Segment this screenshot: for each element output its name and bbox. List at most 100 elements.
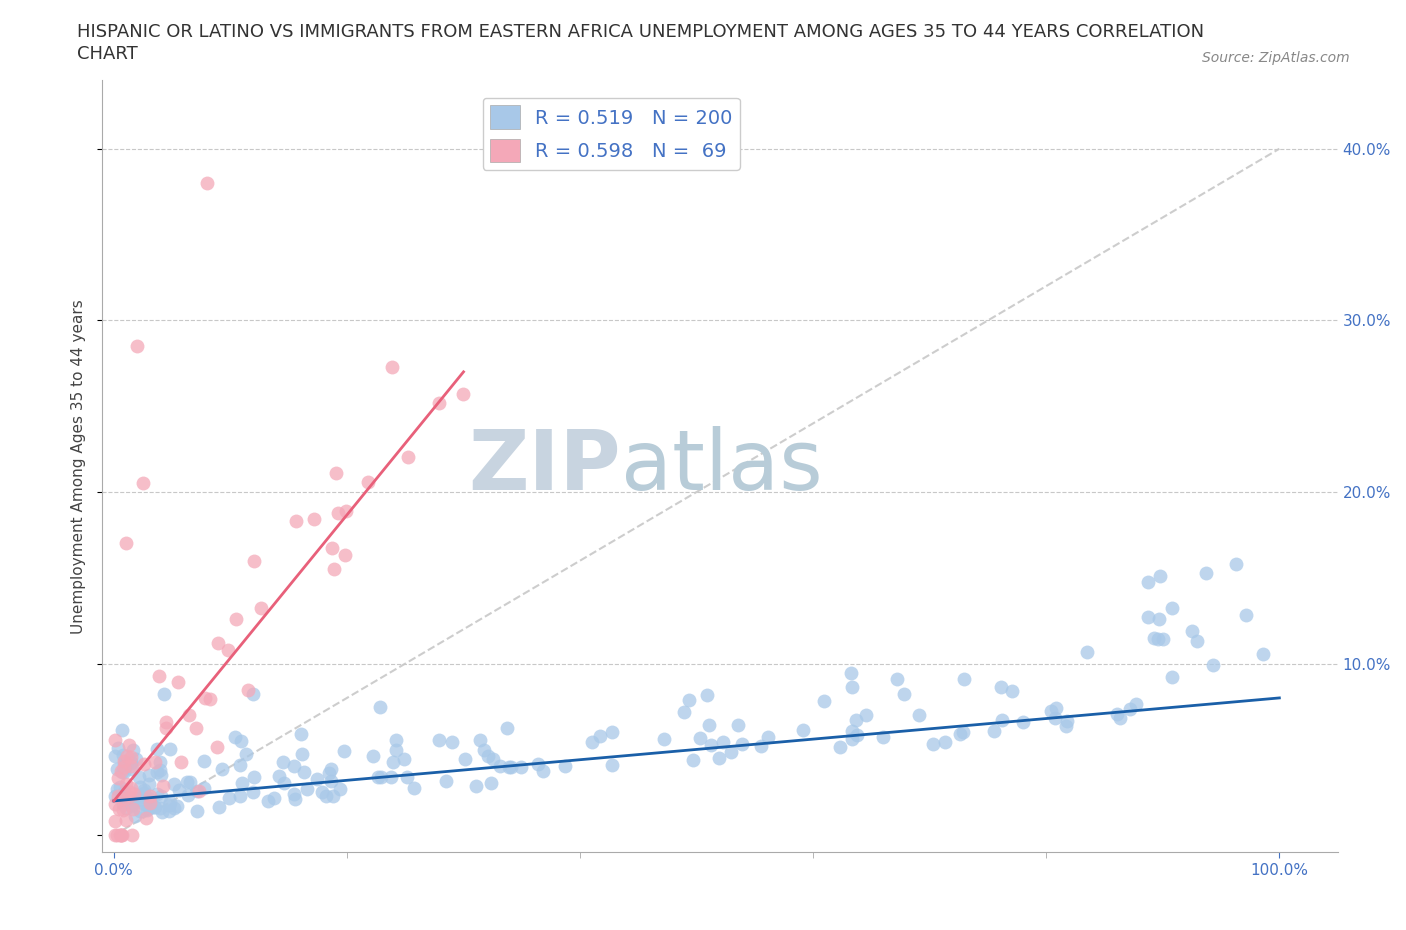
Point <box>600 724 623 739</box>
Point <box>893 686 915 701</box>
Point <box>128 769 150 784</box>
Point <box>132 795 155 810</box>
Point <box>501 759 523 774</box>
Point <box>225 611 247 626</box>
Point <box>321 762 343 777</box>
Point <box>153 686 176 701</box>
Point <box>465 778 488 793</box>
Point <box>159 741 181 756</box>
Point <box>707 751 730 765</box>
Point <box>148 669 170 684</box>
Point <box>108 802 131 817</box>
Point <box>1125 697 1147 711</box>
Point <box>682 753 704 768</box>
Point <box>326 506 349 521</box>
Point <box>1011 714 1033 729</box>
Point <box>1147 631 1170 646</box>
Point <box>322 562 344 577</box>
Point <box>474 743 496 758</box>
Point <box>236 683 259 698</box>
Point <box>526 757 548 772</box>
Point <box>207 636 229 651</box>
Point <box>142 800 165 815</box>
Point <box>195 176 218 191</box>
Point <box>496 721 519 736</box>
Point <box>1225 556 1247 571</box>
Point <box>125 751 148 766</box>
Point <box>134 756 156 771</box>
Point <box>157 798 180 813</box>
Point <box>193 780 215 795</box>
Point <box>1118 701 1140 716</box>
Point <box>756 730 779 745</box>
Point <box>138 790 160 805</box>
Point <box>166 674 188 689</box>
Point <box>273 776 295 790</box>
Point <box>357 475 380 490</box>
Point <box>176 774 198 789</box>
Point <box>166 799 188 814</box>
Point <box>271 754 294 769</box>
Point <box>509 760 531 775</box>
Point <box>104 828 127 843</box>
Point <box>1108 711 1130 725</box>
Point <box>477 749 499 764</box>
Point <box>134 786 156 801</box>
Point <box>990 713 1012 728</box>
Point <box>135 810 157 825</box>
Point <box>283 758 305 773</box>
Point <box>115 813 138 828</box>
Point <box>120 790 142 805</box>
Point <box>104 749 127 764</box>
Point <box>302 512 325 526</box>
Point <box>177 708 200 723</box>
Point <box>1054 718 1077 733</box>
Point <box>872 730 894 745</box>
Point <box>242 770 264 785</box>
Point <box>498 760 520 775</box>
Point <box>382 754 405 769</box>
Y-axis label: Unemployment Among Ages 35 to 44 years: Unemployment Among Ages 35 to 44 years <box>72 299 86 633</box>
Point <box>257 793 280 808</box>
Point <box>295 781 318 796</box>
Point <box>367 769 389 784</box>
Point <box>139 789 162 804</box>
Point <box>531 764 554 778</box>
Text: atlas: atlas <box>621 426 823 507</box>
Point <box>107 771 129 786</box>
Point <box>1161 670 1184 684</box>
Point <box>908 708 931 723</box>
Point <box>242 785 264 800</box>
Point <box>112 803 135 817</box>
Point <box>114 755 136 770</box>
Point <box>1152 631 1174 646</box>
Point <box>114 536 136 551</box>
Point <box>361 749 384 764</box>
Point <box>267 768 290 783</box>
Point <box>122 742 145 757</box>
Point <box>839 665 862 680</box>
Text: HISPANIC OR LATINO VS IMMIGRANTS FROM EASTERN AFRICA UNEMPLOYMENT AMONG AGES 35 : HISPANIC OR LATINO VS IMMIGRANTS FROM EA… <box>77 23 1205 41</box>
Point <box>1181 624 1204 639</box>
Point <box>1187 633 1209 648</box>
Point <box>1039 704 1062 719</box>
Point <box>841 680 863 695</box>
Point <box>396 769 419 784</box>
Point <box>105 762 128 777</box>
Point <box>120 750 142 764</box>
Point <box>1045 701 1067 716</box>
Point <box>990 680 1012 695</box>
Point <box>934 735 956 750</box>
Point <box>121 828 143 843</box>
Point <box>830 739 852 754</box>
Point <box>104 796 127 811</box>
Point <box>139 793 162 808</box>
Point <box>104 789 127 804</box>
Point <box>1149 611 1171 626</box>
Point <box>1136 609 1159 624</box>
Point <box>749 738 772 753</box>
Point <box>231 734 253 749</box>
Point <box>1143 631 1166 645</box>
Point <box>193 754 215 769</box>
Point <box>370 769 392 784</box>
